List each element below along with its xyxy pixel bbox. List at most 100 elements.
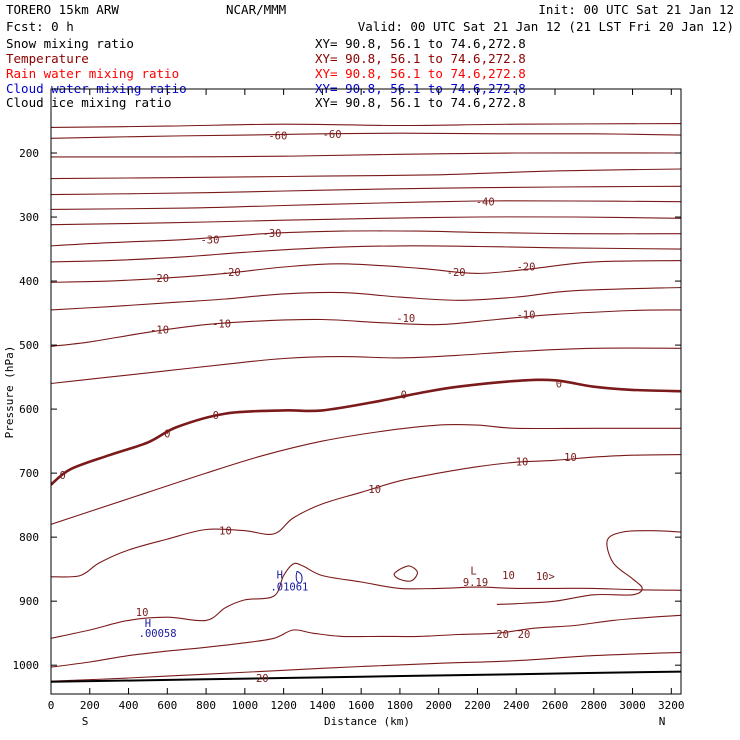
y-tick-label: 700 [19, 467, 39, 480]
contour-label: -30 [200, 234, 219, 246]
model-title: TORERO 15km ARW [6, 2, 119, 17]
y-tick-label: 1000 [13, 659, 40, 672]
contour-label: 10 [368, 484, 381, 496]
contour-label: 10 [136, 607, 149, 619]
isotherm-20 [51, 651, 681, 682]
isotherm-5 [51, 423, 681, 525]
y-tick-label: 300 [19, 211, 39, 224]
x-tick-label: 0 [48, 699, 55, 712]
y-tick-label: 800 [19, 531, 39, 544]
center-title: NCAR/MMM [226, 2, 286, 17]
contour-label: -60 [323, 129, 342, 141]
y-tick-label: 600 [19, 403, 39, 416]
forecast-hour: Fcst: 0 h [6, 19, 74, 34]
contour-labels: -60 -60 -40 -30 -30 -20 -20 -20 -20 -10 -10 -10 -10 0… [59, 129, 576, 685]
isotherm-m25 [51, 245, 681, 263]
cloud-water-label: H [277, 569, 283, 581]
contour-label: 0 [556, 378, 562, 390]
legend-rain: Rain water mixing ratio [6, 66, 179, 81]
cloud-water-label: .01061 [270, 581, 308, 593]
legend-cloud-ice-xy: XY= 90.8, 56.1 to 74.6,272.8 [315, 95, 526, 110]
x-tick-label: 1400 [309, 699, 336, 712]
contour-label: -20 [516, 261, 535, 273]
legend-cloud-ice: Cloud ice mixing ratio [6, 95, 172, 110]
cloud-water-label: .00058 [139, 628, 177, 640]
contour-label: -10 [516, 309, 535, 321]
contour-label: 10 [516, 457, 529, 469]
x-tick-label: 2600 [542, 699, 569, 712]
contour-label: 10 [219, 526, 232, 538]
x-tick-label: 1200 [270, 699, 297, 712]
x-tick-label: 2200 [464, 699, 491, 712]
x-tick-label: 1600 [348, 699, 375, 712]
valid-time: Valid: 00 UTC Sat 21 Jan 12 (21 LST Fri … [358, 19, 734, 34]
legend-temperature-xy: XY= 90.8, 56.1 to 74.6,272.8 [315, 51, 526, 66]
isotherm-m10 [51, 309, 681, 347]
contour-label: 10 [564, 452, 577, 464]
contour-label: 0 [164, 428, 170, 440]
contour-label: 20 [518, 629, 531, 641]
x-tick-label: 2800 [581, 699, 608, 712]
x-tick-label: 2000 [425, 699, 452, 712]
legend-snow-xy: XY= 90.8, 56.1 to 74.6,272.8 [315, 36, 526, 51]
extremum-label: 9.19 [463, 577, 488, 589]
isotherm-m30 [51, 230, 681, 247]
init-time: Init: 00 UTC Sat 21 Jan 12 [538, 2, 734, 17]
contour-label: -40 [476, 197, 495, 209]
isotherm-10 [496, 530, 681, 605]
contour-label: 0 [401, 389, 407, 401]
surface-pressure-line [51, 670, 681, 683]
y-axis-label: Pressure (hPa) [3, 346, 16, 439]
temperature-contours [51, 123, 681, 683]
x-tick-label: 3000 [619, 699, 646, 712]
y-tick-label: 400 [19, 275, 39, 288]
isotherm-m60 [51, 132, 681, 139]
contour-label: -20 [447, 267, 466, 279]
contour-label: 20 [496, 629, 509, 641]
contour-label: 0 [59, 470, 65, 482]
endpoint-label-south: S [82, 715, 89, 728]
legend-snow: Snow mixing ratio [6, 36, 134, 51]
endpoint-label-north: N [659, 715, 666, 728]
plot-frame [50, 88, 682, 695]
y-tick-label: 500 [19, 339, 39, 352]
contour-label: -20 [222, 267, 241, 279]
x-tick-label: 3200 [658, 699, 685, 712]
legend: Snow mixing ratio XY= 90.8, 56.1 to 74.6… [6, 36, 526, 110]
contour-label: 0 [213, 410, 219, 422]
isotherm-20 [51, 614, 681, 668]
y-tick-label: 200 [19, 147, 39, 160]
x-axis: 0 200 400 600 800 1000 1200 1400 1600 1800 2000 220… [48, 89, 685, 712]
contour-label: -10 [150, 325, 169, 337]
isotherm-m55 [51, 152, 681, 158]
x-tick-label: 1800 [387, 699, 414, 712]
contour-label: 20 [256, 673, 269, 685]
contour-label: -60 [268, 131, 287, 143]
contour-label: 10> [536, 571, 555, 583]
contour-label: -10 [212, 318, 231, 330]
y-tick-label: 900 [19, 595, 39, 608]
cloud-water-label: H [145, 618, 151, 630]
isotherm-m15 [51, 286, 681, 311]
isotherm-m40 [51, 200, 681, 210]
x-axis-label: Distance (km) [324, 715, 410, 728]
contour-label: -30 [263, 228, 282, 240]
legend-temperature: Temperature [6, 51, 89, 66]
isotherm-15 [51, 562, 681, 639]
legend-rain-xy: XY= 90.8, 56.1 to 74.6,272.8 [315, 66, 526, 81]
isotherm-0 [51, 378, 681, 486]
isotherm-m65 [51, 123, 681, 128]
cloud-water-contour [295, 570, 303, 584]
contour-label: -20 [150, 273, 169, 285]
extremum-label: L [470, 565, 476, 577]
x-tick-label: 800 [196, 699, 216, 712]
x-tick-label: 1000 [232, 699, 259, 712]
isotherm-m45 [51, 185, 681, 196]
isotherm-m20 [51, 260, 681, 283]
isotherm-m5 [51, 347, 681, 385]
x-tick-label: 600 [157, 699, 177, 712]
isotherm-10 [51, 454, 681, 578]
x-tick-label: 400 [119, 699, 139, 712]
